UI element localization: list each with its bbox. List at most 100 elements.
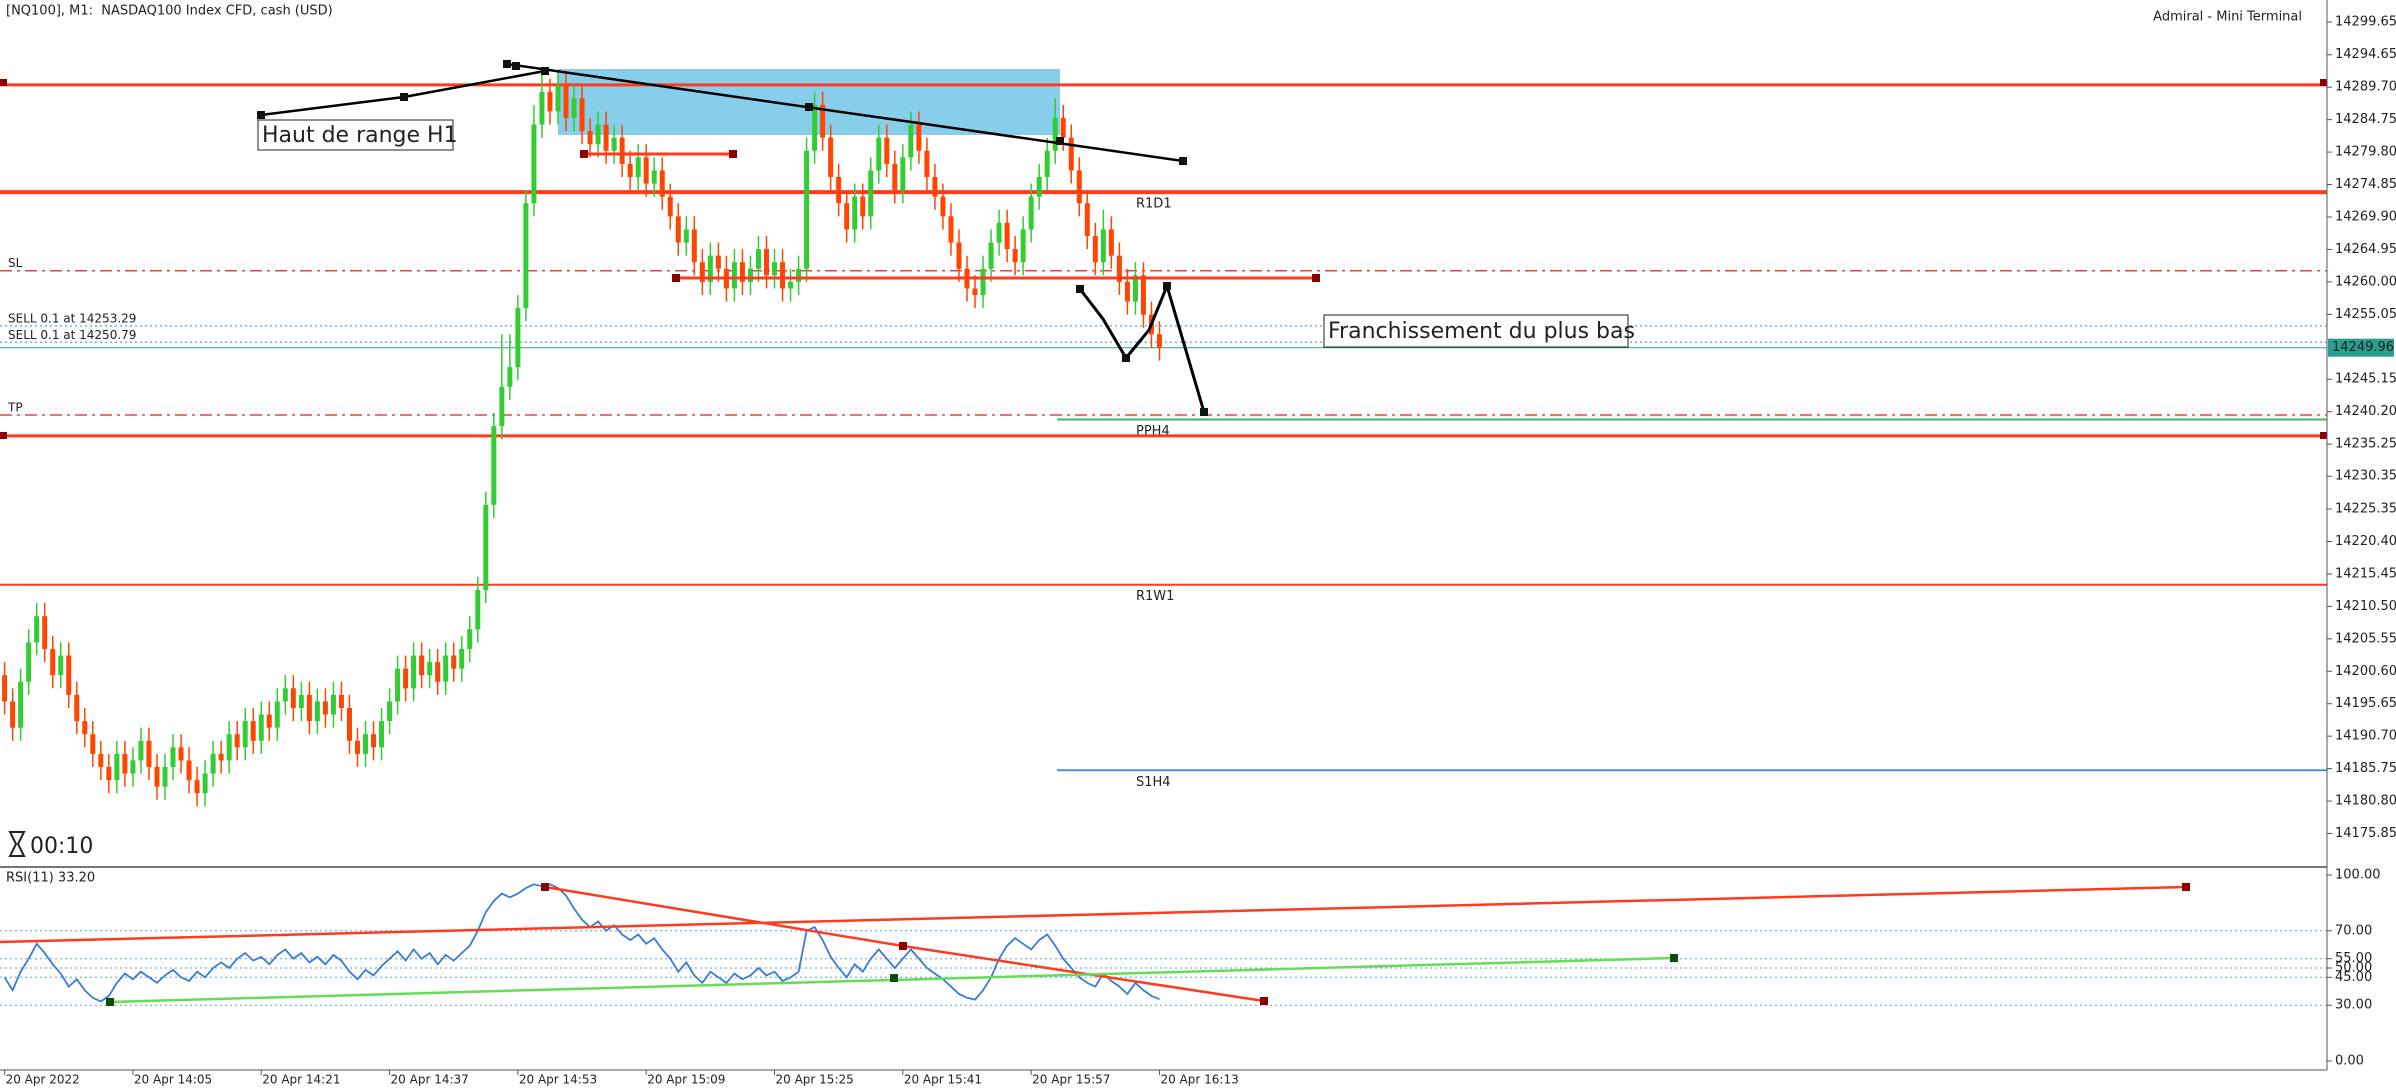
candle-body	[435, 662, 441, 682]
rsi-line	[3, 883, 1160, 1003]
candle-body	[603, 124, 609, 151]
candle-body	[138, 740, 144, 761]
candle-body	[571, 98, 577, 118]
candle-body	[1052, 117, 1058, 151]
candle-body	[363, 734, 368, 754]
candle-body	[651, 170, 657, 184]
candle-body	[403, 668, 409, 689]
level-label: S1H4	[1136, 775, 1171, 790]
candle-body	[988, 242, 994, 269]
candle-body	[379, 721, 385, 748]
y-tick-label: 55.00	[2335, 951, 2372, 966]
candle-body	[924, 150, 930, 177]
candle-body	[1132, 275, 1138, 302]
level-label: R1W1	[1136, 589, 1174, 604]
x-tick-label: 20 Apr 15:41	[904, 1073, 982, 1087]
anchor	[1670, 954, 1678, 962]
candle-body	[2, 675, 8, 702]
candle-body	[282, 688, 288, 702]
last-price-box	[2328, 338, 2394, 357]
y-tick-label: 14175.85	[2335, 826, 2396, 841]
candle-body	[707, 255, 713, 282]
x-tick-label: 20 Apr 15:57	[1032, 1073, 1110, 1087]
y-tick-label: 14260.00	[2335, 274, 2396, 289]
candle-body	[852, 196, 858, 230]
candle-body	[764, 249, 769, 276]
candle-body	[234, 734, 240, 748]
candle-body	[820, 104, 826, 138]
candle-body	[419, 655, 425, 676]
candle-body	[74, 694, 80, 722]
y-tick-label: 14264.95	[2335, 242, 2396, 257]
y-tick-label: 14235.25	[2335, 437, 2396, 452]
anchor	[890, 974, 898, 982]
level-tag: SELL 0.1 at 14250.79	[8, 328, 136, 342]
anchor	[899, 942, 907, 950]
y-tick-label: 30.00	[2335, 998, 2372, 1013]
candle-body	[170, 747, 176, 767]
anchor	[1076, 285, 1084, 293]
candle-body	[130, 760, 136, 774]
candle-body	[579, 98, 585, 132]
candle-body	[411, 655, 417, 689]
candle-body	[772, 262, 778, 276]
candle-body	[1004, 222, 1010, 250]
y-tick-label: 14294.65	[2335, 47, 2396, 62]
candle-body	[1156, 334, 1162, 348]
anchor	[512, 62, 520, 70]
anchor	[503, 60, 511, 68]
candle-body	[1092, 235, 1098, 263]
candle-body	[916, 124, 922, 151]
candle-body	[699, 262, 705, 282]
candle-body	[948, 216, 954, 243]
candle-body	[908, 124, 914, 158]
candle-body	[42, 616, 48, 649]
y-tick-label: 14225.35	[2335, 502, 2396, 517]
candle-body	[330, 694, 336, 715]
y-tick-label: 45.00	[2335, 970, 2372, 985]
drawings: R1D1 SL SELL 0.1 at 14253.29 SELL 0.1 at 14…	[0, 69, 2327, 1006]
candle-body	[1068, 137, 1074, 171]
candle-body	[427, 662, 433, 676]
candle-body	[1100, 229, 1106, 263]
candle-body	[611, 137, 617, 151]
candle-body	[836, 176, 842, 204]
chart-title: [NQ100], M1: NASDAQ100 Index CFD, cash (…	[6, 4, 333, 19]
candle-body	[595, 124, 601, 145]
candle-body	[395, 668, 401, 702]
candle-body	[114, 753, 120, 781]
level-tag: SELL 0.1 at 14253.29	[8, 311, 136, 325]
y-tick-label: 14205.55	[2335, 631, 2396, 646]
candle-body	[451, 655, 457, 669]
candle-body	[178, 747, 184, 761]
candle-body	[122, 753, 128, 774]
y-tick-label: 14279.80	[2335, 145, 2396, 160]
candle-body	[515, 308, 521, 368]
candle-body	[82, 721, 88, 735]
candle-body	[266, 714, 272, 728]
candle-body	[226, 734, 232, 761]
x-tick-label: 20 Apr 14:37	[391, 1073, 469, 1087]
candle-body	[162, 766, 168, 787]
anchor	[1200, 408, 1208, 416]
candle-body	[210, 753, 216, 774]
x-tick-label: 20 Apr 2022	[6, 1073, 80, 1087]
candle-body	[796, 268, 802, 282]
anchor	[1056, 137, 1064, 145]
candle-body	[739, 262, 745, 282]
anchor	[400, 93, 408, 101]
candle-body	[932, 176, 938, 197]
y-tick-label: 14299.65	[2335, 14, 2396, 29]
candle-body	[523, 203, 529, 309]
anchor	[0, 432, 7, 439]
candle-body	[475, 589, 481, 630]
candle-body	[868, 170, 874, 217]
anchor	[541, 883, 549, 891]
candle-body	[675, 216, 681, 243]
y-tick-label: 14284.75	[2335, 112, 2396, 127]
candle-body	[371, 734, 377, 748]
anchor-points	[106, 883, 2190, 1006]
trendline	[506, 62, 1184, 163]
